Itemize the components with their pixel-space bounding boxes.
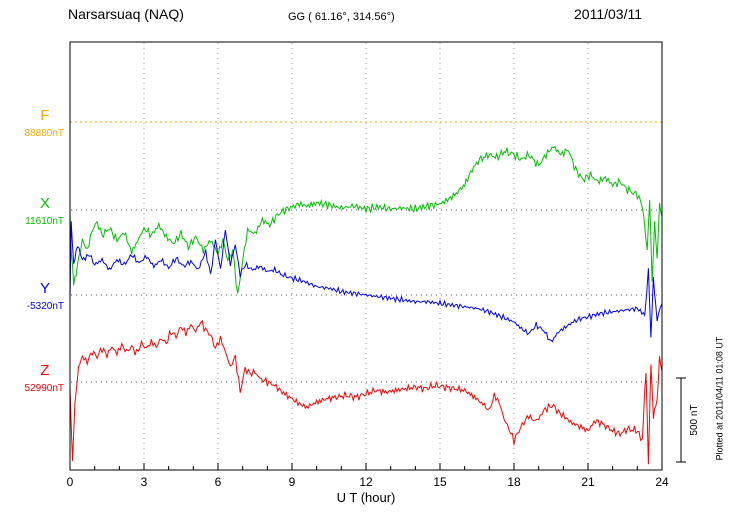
component-label-Z: Z	[40, 362, 50, 379]
component-baseline-F: 88880nT	[24, 128, 64, 139]
scale-bar-label: 500 nT	[689, 404, 700, 436]
trace-X	[69, 145, 663, 294]
component-label-Y: Y	[39, 280, 50, 297]
x-ticks	[69, 463, 663, 470]
plot-border	[69, 41, 663, 471]
component-baseline-X: 11610nT	[25, 216, 64, 227]
component-label-X: X	[39, 195, 50, 212]
x-tick-label: 12	[359, 475, 373, 489]
x-tick-label: 15	[433, 475, 447, 489]
station-title: Narsarsuaq (NAQ)	[68, 6, 184, 22]
x-tick-label: 21	[581, 475, 595, 489]
x-tick-label: 18	[507, 475, 521, 489]
component-label-F: F	[40, 107, 50, 124]
trace-Z	[69, 319, 663, 465]
scale-bar	[676, 377, 686, 463]
station-coords: GG ( 61.16°, 314.56°)	[288, 11, 395, 23]
plot-date: 2011/03/11	[574, 6, 642, 22]
x-axis-label: U T (hour)	[336, 490, 396, 505]
baseline-lines	[71, 209, 661, 383]
gridlines	[143, 43, 589, 469]
x-tick-label: 24	[655, 475, 669, 489]
trace-Y	[69, 221, 663, 343]
x-tick-label: 3	[141, 475, 148, 489]
x-tick-label: 9	[289, 475, 296, 489]
x-tick-label: 6	[215, 475, 222, 489]
x-tick-labels: 0 3 6 9 12 15 18 21 24	[67, 475, 669, 489]
component-baseline-Z: 52990nT	[24, 383, 64, 394]
component-baseline-Y: -5320nT	[26, 301, 64, 312]
traces	[69, 121, 663, 465]
plotted-at-note: Plotted at 2011/04/11 01:08 UT	[714, 336, 725, 461]
x-tick-label: 0	[67, 475, 74, 489]
